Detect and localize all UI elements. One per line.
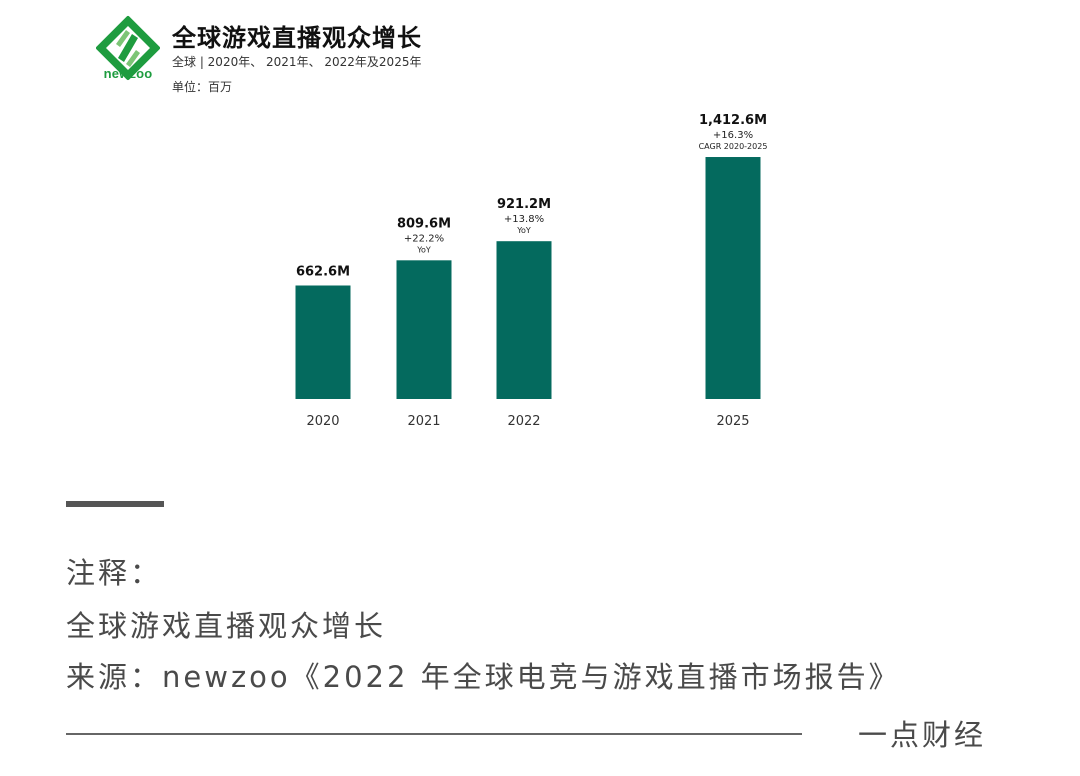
data-label-growth-note: YoY xyxy=(516,226,531,235)
bar-2020 xyxy=(295,285,351,399)
bar-chart: 2020662.6M2021809.6M+22.2%YoY2022921.2M+… xyxy=(295,113,768,429)
footer-brand: 一点财经 xyxy=(858,718,987,752)
x-tick-label: 2022 xyxy=(507,414,540,429)
logo-wordmark: newzoo xyxy=(103,66,153,81)
bar-2021 xyxy=(396,260,452,399)
data-label-growth: +13.8% xyxy=(504,214,544,225)
bar-2025 xyxy=(705,157,761,399)
data-label-growth: +22.2% xyxy=(404,233,444,244)
data-label-growth: +16.3% xyxy=(713,130,753,141)
data-label-value: 662.6M xyxy=(296,264,350,279)
data-label-growth-note: YoY xyxy=(416,245,431,254)
bar-2022 xyxy=(496,241,552,399)
notes-heading: 注释： xyxy=(66,556,163,590)
x-tick-label: 2020 xyxy=(306,414,339,429)
newzoo-logo-icon xyxy=(96,16,160,80)
chart-subtitle: 全球 | 2020年、 2021年、 2022年及2025年 xyxy=(172,55,422,69)
data-label-value: 921.2M xyxy=(497,197,551,212)
section-divider xyxy=(66,501,164,507)
notes-source: 来源：newzoo《2022 年全球电竞与游戏直播市场报告》 xyxy=(66,660,901,694)
chart-unit-label: 单位：百万 xyxy=(172,80,233,94)
footer-rule xyxy=(66,733,802,735)
data-label-value: 1,412.6M xyxy=(699,113,767,128)
data-label-growth-note: CAGR 2020-2025 xyxy=(699,142,768,151)
x-tick-label: 2021 xyxy=(407,414,440,429)
chart-title: 全球游戏直播观众增长 xyxy=(172,24,422,52)
data-label-value: 809.6M xyxy=(397,216,451,231)
notes-subject: 全球游戏直播观众增长 xyxy=(66,609,387,643)
x-tick-label: 2025 xyxy=(716,414,749,429)
